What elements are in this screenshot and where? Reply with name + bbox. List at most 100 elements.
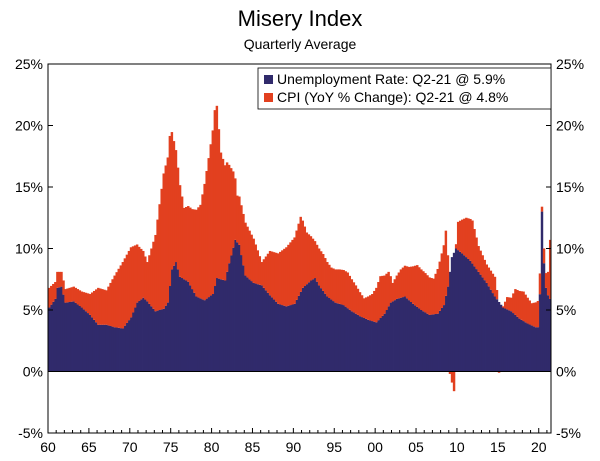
cpi-bar — [354, 285, 358, 314]
unemployment-bar — [289, 305, 292, 372]
cpi-bar — [418, 267, 421, 309]
cpi-bar — [121, 262, 125, 329]
unemployment-bar — [414, 305, 417, 372]
cpi-bar — [107, 286, 110, 326]
unemployment-bar — [62, 294, 65, 372]
unemployment-bar — [501, 307, 505, 372]
unemployment-bar — [133, 307, 137, 372]
cpi-bar — [48, 287, 51, 308]
cpi-bar — [546, 271, 550, 296]
unemployment-bar — [456, 250, 460, 372]
unemployment-bar — [242, 265, 245, 372]
cpi-bar — [324, 258, 327, 294]
unemployment-bar — [546, 295, 550, 372]
unemployment-bar — [358, 316, 362, 372]
cpi-bar — [540, 206, 544, 212]
unemployment-bar — [360, 317, 364, 372]
y-tick-label-right: -5% — [556, 425, 581, 441]
unemployment-bar — [211, 294, 215, 372]
unemployment-bar — [203, 300, 206, 372]
cpi-bar — [477, 246, 480, 272]
cpi-bar — [375, 287, 378, 323]
y-tick-label-right: 0% — [556, 364, 576, 380]
cpi-bar — [189, 207, 192, 286]
legend-label-unemployment: Unemployment Rate: Q2-21 @ 5.9% — [277, 71, 505, 87]
unemployment-bar — [291, 304, 294, 372]
unemployment-bar — [307, 282, 311, 372]
cpi-bar — [103, 289, 106, 325]
cpi-bar — [436, 269, 439, 314]
unemployment-bar — [52, 301, 55, 372]
unemployment-bar — [213, 286, 217, 372]
unemployment-bar — [340, 304, 343, 372]
unemployment-bar — [407, 300, 411, 372]
y-tick-label-left: 10% — [15, 241, 43, 257]
unemployment-bar — [256, 284, 259, 372]
unemployment-bar — [479, 274, 482, 372]
cpi-bar — [256, 250, 259, 285]
cpi-bar — [105, 290, 108, 325]
cpi-bar — [277, 253, 280, 304]
cpi-bar — [225, 162, 229, 272]
unemployment-bar — [207, 297, 210, 372]
y-tick-label-left: 15% — [15, 179, 43, 195]
cpi-bar — [170, 132, 174, 270]
cpi-bar — [52, 283, 55, 302]
unemployment-bar — [432, 314, 435, 372]
x-tick-label: 70 — [122, 439, 138, 455]
unemployment-bar — [260, 285, 264, 372]
cpi-bar — [348, 275, 352, 310]
cpi-bar — [82, 292, 86, 310]
cpi-bar — [328, 264, 331, 299]
cpi-bar — [148, 255, 151, 304]
unemployment-bar — [246, 277, 249, 372]
cpi-bar — [458, 220, 462, 252]
cpi-bar — [299, 216, 302, 292]
unemployment-bar — [78, 306, 82, 372]
unemployment-bar — [434, 314, 437, 372]
unemployment-bar — [336, 303, 339, 372]
y-tick-label-left: 5% — [23, 302, 43, 318]
unemployment-bar — [522, 321, 525, 372]
unemployment-bar — [48, 307, 51, 372]
cpi-bar — [140, 248, 143, 300]
cpi-bar — [246, 226, 249, 278]
cpi-bar — [131, 246, 135, 313]
cpi-bar — [336, 269, 339, 304]
cpi-bar — [536, 300, 540, 328]
cpi-bar — [193, 209, 196, 293]
unemployment-bar — [510, 311, 513, 372]
legend: Unemployment Rate: Q2-21 @ 5.9% CPI (YoY… — [257, 67, 552, 110]
unemployment-bar — [401, 297, 405, 372]
cpi-bar — [56, 271, 59, 288]
unemployment-bar — [274, 301, 278, 372]
unemployment-bar — [524, 322, 527, 372]
unemployment-bar — [158, 310, 161, 372]
unemployment-bar — [68, 302, 71, 372]
legend-swatch-cpi — [264, 93, 273, 102]
unemployment-bar — [393, 300, 396, 372]
cpi-bar — [287, 244, 290, 306]
unemployment-bar — [176, 269, 180, 372]
unemployment-bar — [56, 287, 59, 372]
cpi-bar — [285, 247, 288, 307]
unemployment-bar — [403, 296, 407, 372]
cpi-bar — [113, 275, 116, 328]
cpi-bar — [485, 264, 489, 283]
cpi-bar — [123, 258, 127, 326]
unemployment-bar — [436, 313, 439, 372]
cpi-bar — [88, 294, 92, 315]
cpi-bar — [360, 295, 364, 318]
cpi-bar — [74, 287, 78, 303]
cpi-bar — [475, 237, 478, 270]
x-tick-label: 80 — [204, 439, 220, 455]
unemployment-bar — [283, 305, 286, 372]
cpi-bar — [50, 285, 53, 305]
unemployment-bar — [389, 302, 392, 372]
unemployment-bar — [438, 310, 441, 372]
unemployment-bar — [293, 303, 296, 372]
cpi-bar — [538, 273, 542, 295]
cpi-bar — [303, 226, 307, 287]
x-tick-label: 95 — [326, 439, 342, 455]
